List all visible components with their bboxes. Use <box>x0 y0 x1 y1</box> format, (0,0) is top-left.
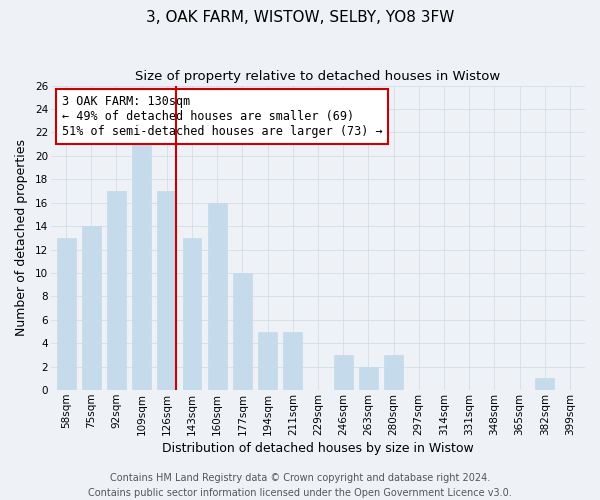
Bar <box>384 355 403 390</box>
Bar <box>208 202 227 390</box>
Text: 3 OAK FARM: 130sqm
← 49% of detached houses are smaller (69)
51% of semi-detache: 3 OAK FARM: 130sqm ← 49% of detached hou… <box>62 94 382 138</box>
Bar <box>82 226 101 390</box>
Bar <box>132 132 151 390</box>
Text: 3, OAK FARM, WISTOW, SELBY, YO8 3FW: 3, OAK FARM, WISTOW, SELBY, YO8 3FW <box>146 10 454 25</box>
Title: Size of property relative to detached houses in Wistow: Size of property relative to detached ho… <box>136 70 500 83</box>
Text: Contains HM Land Registry data © Crown copyright and database right 2024.
Contai: Contains HM Land Registry data © Crown c… <box>88 472 512 498</box>
Bar <box>283 332 302 390</box>
Bar <box>107 191 126 390</box>
Bar <box>258 332 277 390</box>
Bar <box>233 273 252 390</box>
Bar <box>157 191 176 390</box>
Y-axis label: Number of detached properties: Number of detached properties <box>15 140 28 336</box>
Bar <box>535 378 554 390</box>
Bar <box>56 238 76 390</box>
X-axis label: Distribution of detached houses by size in Wistow: Distribution of detached houses by size … <box>162 442 474 455</box>
Bar <box>359 366 378 390</box>
Bar <box>182 238 202 390</box>
Bar <box>334 355 353 390</box>
